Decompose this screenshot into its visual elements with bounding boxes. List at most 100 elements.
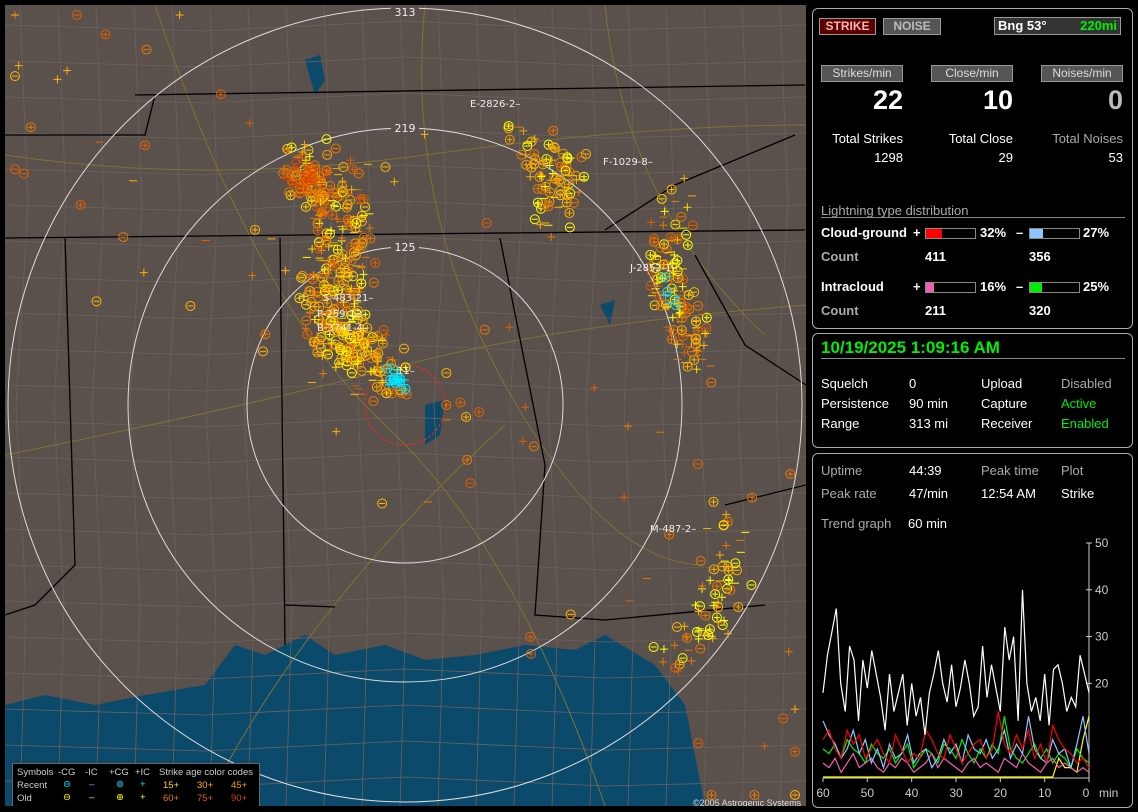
strike-ic-plus-icon — [691, 601, 700, 610]
strike-cg-icon — [749, 790, 760, 800]
strikes-per-min-button[interactable]: Strikes/min — [821, 65, 903, 82]
strike-cg-icon — [700, 610, 711, 621]
noise-mode-button[interactable]: NOISE — [883, 18, 941, 35]
strike-cg-icon — [503, 121, 514, 132]
storm-cell-label: J-2852-1– — [629, 263, 677, 274]
ic-minus-bar — [1029, 282, 1080, 293]
strike-cg-icon — [655, 242, 666, 253]
strike-cg-icon — [331, 201, 342, 212]
county-line — [5, 704, 806, 716]
strike-cg-icon — [316, 332, 327, 343]
strike-mark — [674, 257, 681, 264]
strike-cg-icon — [392, 375, 403, 386]
highway — [5, 304, 806, 456]
strike-mark — [367, 235, 374, 242]
strike-cg-icon — [362, 323, 373, 334]
strike-cg-icon — [672, 255, 683, 266]
y-tick-label: 50 — [1095, 536, 1109, 550]
strike-ic-plus-icon — [699, 341, 708, 350]
strike-cg-icon — [339, 328, 350, 339]
trend-series-ic-plus — [822, 752, 1090, 774]
strike-cg-icon — [314, 334, 325, 345]
lightning-map[interactable]: 125 219 313 E-2826-2– F-1029-8– J-2852-1– S-48… — [5, 5, 806, 806]
state-border — [134, 84, 806, 96]
strike-ic-plus-icon — [659, 657, 668, 666]
strike-mark — [651, 235, 658, 242]
trend-series-ic-minus — [822, 716, 1090, 770]
strike-cg-icon — [354, 340, 365, 351]
strike-cg-icon — [661, 244, 672, 255]
county-line — [661, 5, 675, 806]
strike-mark — [749, 494, 756, 501]
strike-cg-icon — [325, 258, 336, 269]
strike-mark — [77, 201, 84, 208]
strike-cg-icon — [579, 171, 590, 182]
strike-ic-plus-icon — [355, 284, 364, 293]
total-noises-label: Total Noises — [1052, 131, 1123, 146]
cg-minus-pct: 27% — [1083, 225, 1110, 240]
strike-cg-icon — [565, 609, 576, 620]
strike-mark — [556, 177, 563, 184]
strike-mark — [464, 456, 471, 463]
strike-cg-icon — [314, 301, 325, 312]
strike-mark — [505, 123, 512, 130]
strike-cg-icon — [100, 29, 111, 40]
strike-ic-plus-icon — [357, 213, 366, 222]
strike-cg-icon — [548, 125, 559, 136]
county-line — [5, 668, 806, 680]
plus-sign: + — [913, 225, 921, 240]
strike-mark — [557, 192, 564, 199]
strike-ic-plus-icon — [332, 427, 341, 436]
strike-cg-icon — [297, 270, 308, 281]
strike-cg-icon — [790, 790, 800, 800]
strike-ic-plus-icon — [713, 599, 722, 608]
strike-mark — [325, 189, 332, 196]
trend-series-cg-minus — [822, 716, 1090, 770]
strike-mark — [347, 357, 354, 364]
strike-mark — [102, 31, 109, 38]
noises-per-min-button[interactable]: Noises/min — [1041, 65, 1123, 82]
strike-ic-plus-icon — [53, 75, 62, 84]
strike-mark — [262, 331, 269, 338]
strike-cg-icon — [695, 555, 706, 566]
strike-cg-icon — [790, 746, 800, 757]
storm-cell-label: M-487-2– — [650, 524, 696, 535]
intracloud-label: Intracloud — [821, 279, 884, 294]
strike-ic-plus-icon — [668, 313, 677, 322]
strike-cg-icon — [400, 362, 411, 373]
strike-ic-plus-icon — [319, 369, 328, 378]
strike-mode-button[interactable]: STRIKE — [819, 18, 876, 35]
strike-mark — [703, 314, 710, 321]
legend-symbols-label: Symbols — [17, 767, 54, 778]
strike-ic-plus-icon — [339, 298, 348, 307]
strike-cg-icon — [352, 328, 363, 339]
strikes — [10, 10, 800, 800]
strike-cg-icon — [647, 266, 658, 277]
county-line — [15, 5, 29, 806]
county-line — [5, 560, 806, 572]
plot-value[interactable]: Strike — [1061, 486, 1095, 501]
strike-cg-icon — [731, 565, 742, 576]
strike-cg-icon — [378, 325, 389, 336]
map-canvas[interactable]: 125 219 313 E-2826-2– F-1029-8– J-2852-1– S-48… — [5, 5, 806, 806]
strike-cg-icon — [691, 333, 702, 344]
strike-mark — [443, 402, 450, 409]
setting-value: Active — [1061, 396, 1097, 411]
strike-ic-plus-icon — [660, 207, 669, 216]
strike-cg-icon — [683, 290, 694, 301]
strike-ic-plus-icon — [537, 172, 546, 181]
strike-ic-plus-icon — [505, 323, 514, 332]
strike-ic-plus-icon — [318, 208, 327, 217]
state-border — [284, 604, 336, 608]
total-close-value: 29 — [998, 150, 1013, 165]
strike-cg-icon — [568, 197, 579, 208]
strike-cg-icon — [370, 257, 381, 268]
strike-ic-plus-icon — [715, 551, 724, 560]
strike-mark — [289, 177, 296, 184]
setting-label: Upload — [981, 376, 1023, 391]
strike-mark — [506, 136, 513, 143]
close-per-min-button[interactable]: Close/min — [931, 65, 1013, 82]
strike-cg-icon — [323, 187, 334, 198]
strike-ic-plus-icon — [521, 150, 530, 159]
strike-cg-icon — [682, 633, 693, 644]
